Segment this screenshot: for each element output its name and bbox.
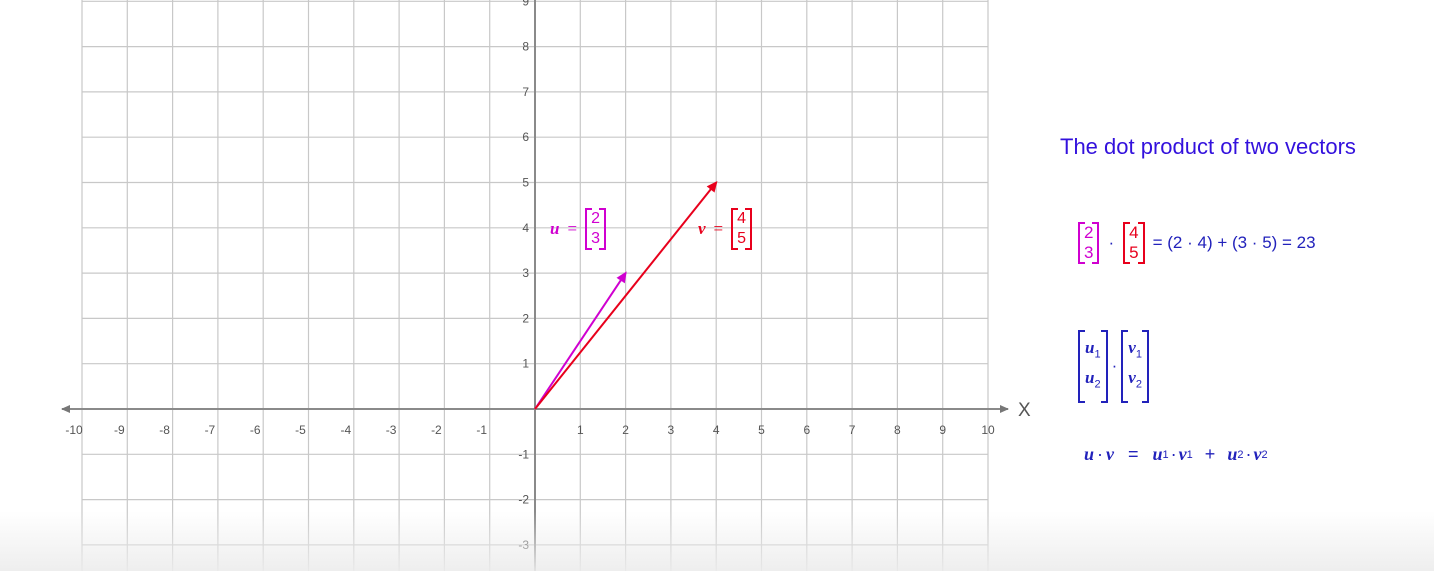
symbolic-u1-sub: 1 bbox=[1094, 348, 1101, 361]
numeric-dot: · bbox=[1108, 233, 1115, 252]
x-tick-label: -2 bbox=[431, 423, 442, 437]
vector-v-symbol: v bbox=[698, 219, 706, 238]
y-tick-label: 7 bbox=[522, 85, 529, 99]
vector-v-arrow bbox=[534, 180, 718, 410]
formula-u2: u bbox=[1227, 444, 1238, 464]
vector-u-label: u = 2 3 bbox=[550, 208, 606, 250]
x-tick-label: 8 bbox=[894, 423, 901, 437]
formula-v2: v bbox=[1253, 444, 1262, 464]
y-tick-label: 1 bbox=[522, 357, 529, 371]
x-tick-label: 5 bbox=[758, 423, 765, 437]
symbolic-v-matrix: v1 v2 bbox=[1121, 330, 1149, 403]
y-tick-label: 5 bbox=[522, 176, 529, 190]
formula-dot-2: · bbox=[1170, 444, 1177, 464]
formula-u1-sub: 1 bbox=[1162, 448, 1169, 461]
numeric-u-matrix: 2 3 bbox=[1078, 222, 1100, 264]
vector-u-y: 3 bbox=[591, 230, 600, 247]
formula-u1: u bbox=[1152, 444, 1163, 464]
symbolic-v1-sub: 1 bbox=[1135, 348, 1142, 361]
y-tick-label: 9 bbox=[522, 0, 529, 8]
numeric-v-x: 4 bbox=[1129, 223, 1139, 242]
numeric-v-matrix: 4 5 bbox=[1123, 222, 1146, 264]
symbolic-u1: u bbox=[1085, 338, 1095, 357]
bottom-fade bbox=[0, 511, 1434, 571]
symbolic-dot-product: u1 u2 · v1 v2 bbox=[1078, 330, 1149, 403]
x-tick-label: 10 bbox=[981, 423, 995, 437]
x-tick-label: -9 bbox=[114, 423, 125, 437]
vector-v-matrix: 4 5 bbox=[731, 208, 752, 250]
y-tick-label: -1 bbox=[518, 447, 529, 461]
x-tick-label: 9 bbox=[939, 423, 946, 437]
x-tick-label: 4 bbox=[713, 423, 720, 437]
y-tick-label: 6 bbox=[522, 130, 529, 144]
formula-v1: v bbox=[1178, 444, 1187, 464]
x-tick-label: -1 bbox=[476, 423, 487, 437]
x-tick-label: 6 bbox=[803, 423, 810, 437]
symbolic-v1: v bbox=[1128, 338, 1136, 357]
vector-u-symbol: u bbox=[550, 219, 560, 238]
x-tick-label: -3 bbox=[386, 423, 397, 437]
x-tick-label: 3 bbox=[668, 423, 675, 437]
symbolic-u2: u bbox=[1085, 368, 1095, 388]
formula-u2-sub: 2 bbox=[1237, 448, 1244, 461]
tick-labels: -10-9-8-7-6-5-4-3-2-112345678910-3-2-112… bbox=[65, 0, 995, 552]
vector-v-equals: = bbox=[713, 219, 724, 238]
vectors bbox=[534, 180, 718, 410]
numeric-v-y: 5 bbox=[1129, 243, 1139, 262]
numeric-dot-product: 2 3 · 4 5 = (2 · 4) + (3 · 5) = 23 bbox=[1078, 222, 1316, 264]
x-tick-label: -6 bbox=[250, 423, 261, 437]
x-axis-label: X bbox=[1018, 400, 1031, 421]
symbolic-v2-sub: 2 bbox=[1135, 378, 1142, 391]
y-tick-label: -2 bbox=[518, 493, 529, 507]
vector-u-arrow bbox=[534, 271, 627, 410]
formula-u: u bbox=[1084, 444, 1095, 464]
numeric-u-y: 3 bbox=[1084, 243, 1094, 262]
y-tick-label: 3 bbox=[522, 266, 529, 280]
x-tick-label: -10 bbox=[65, 423, 83, 437]
symbolic-u-matrix: u1 u2 bbox=[1078, 330, 1108, 403]
formula-dot-1: · bbox=[1097, 444, 1104, 464]
x-tick-label: 2 bbox=[622, 423, 629, 437]
symbolic-u2-sub: 2 bbox=[1094, 378, 1101, 391]
y-tick-label: 2 bbox=[522, 311, 529, 325]
formula-equals: = bbox=[1128, 444, 1139, 464]
panel-title: The dot product of two vectors bbox=[1060, 134, 1356, 159]
vector-v-y: 5 bbox=[737, 230, 747, 247]
vector-u-matrix: 2 3 bbox=[585, 208, 606, 250]
numeric-result: = (2 · 4) + (3 · 5) = 23 bbox=[1152, 233, 1316, 252]
x-tick-label: -4 bbox=[340, 423, 351, 437]
axes: X bbox=[61, 0, 1031, 571]
x-tick-label: 7 bbox=[849, 423, 856, 437]
numeric-u-x: 2 bbox=[1084, 223, 1094, 242]
vector-v-label: v = 4 5 bbox=[698, 208, 752, 250]
vector-v-x: 4 bbox=[737, 210, 747, 227]
formula-plus: + bbox=[1204, 444, 1216, 464]
vector-u-equals: = bbox=[567, 219, 578, 238]
x-tick-label: -7 bbox=[205, 423, 216, 437]
x-tick-label: 1 bbox=[577, 423, 584, 437]
symbolic-v2: v bbox=[1128, 368, 1136, 388]
y-tick-label: 4 bbox=[522, 221, 529, 235]
y-tick-label: 8 bbox=[522, 40, 529, 54]
symbolic-dot: · bbox=[1111, 356, 1118, 376]
x-tick-label: -8 bbox=[159, 423, 170, 437]
formula-v: v bbox=[1106, 444, 1115, 464]
formula-v1-sub: 1 bbox=[1186, 448, 1193, 461]
formula-v2-sub: 2 bbox=[1261, 448, 1268, 461]
formula-dot-3: · bbox=[1245, 444, 1252, 464]
vector-u-x: 2 bbox=[591, 210, 600, 227]
x-tick-label: -5 bbox=[295, 423, 306, 437]
